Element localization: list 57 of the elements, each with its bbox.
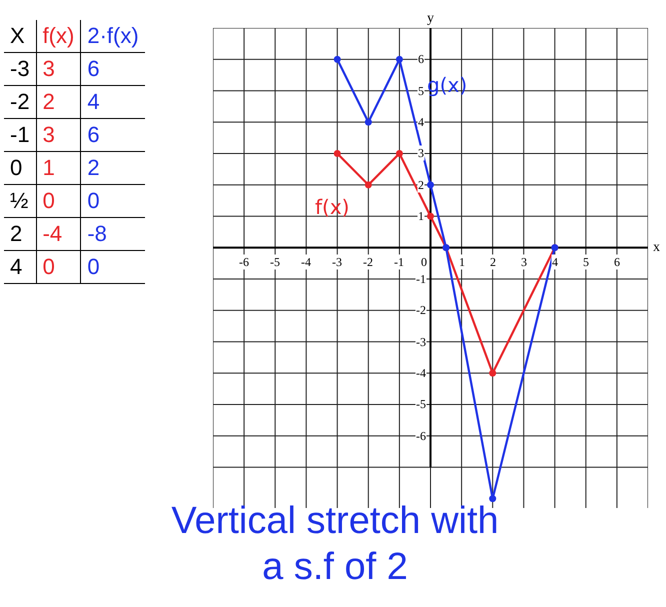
text: 3 bbox=[36, 118, 81, 152]
y-tick-label: -1 bbox=[416, 272, 426, 286]
x-tick-label: 0 bbox=[421, 255, 427, 269]
y-tick-label: 6 bbox=[418, 52, 424, 66]
point bbox=[489, 495, 496, 502]
point bbox=[334, 56, 341, 63]
x-tick-label: -4 bbox=[301, 255, 311, 269]
x-axis-title: x bbox=[653, 240, 660, 255]
y-tick-label: -6 bbox=[416, 429, 426, 443]
point bbox=[427, 181, 434, 188]
y-tick-label: -2 bbox=[416, 303, 426, 317]
y-tick-label: 3 bbox=[418, 146, 424, 160]
y-tick-label: 1 bbox=[418, 209, 424, 223]
x-tick-label: -1 bbox=[394, 255, 404, 269]
x-tick-label: -2 bbox=[363, 255, 373, 269]
text: ½ bbox=[4, 184, 36, 218]
text: 1 bbox=[36, 152, 81, 184]
point bbox=[364, 181, 372, 188]
text: 2 bbox=[36, 86, 81, 118]
y-tick-label: 4 bbox=[418, 115, 424, 129]
text: 2·f(x) bbox=[80, 20, 145, 52]
text: 0 bbox=[4, 152, 36, 184]
x-tick-label: 1 bbox=[459, 255, 465, 269]
text: 6 bbox=[80, 52, 145, 86]
x-tick-label: -5 bbox=[270, 255, 280, 269]
text: -1 bbox=[4, 118, 36, 152]
x-tick-label: 4 bbox=[552, 255, 558, 269]
y-tick-label: 2 bbox=[418, 178, 424, 192]
text: 0 bbox=[36, 184, 81, 218]
y-tick-label: -3 bbox=[416, 335, 426, 349]
text: -2 bbox=[4, 86, 36, 118]
text: 6 bbox=[80, 118, 145, 152]
text: -8 bbox=[80, 218, 145, 250]
text: 2 bbox=[80, 152, 145, 184]
x-tick-label: 5 bbox=[583, 255, 589, 269]
point bbox=[396, 56, 403, 63]
annotation: Vertical stretch with a s.f of 2 bbox=[170, 499, 500, 590]
text: 3 bbox=[36, 52, 81, 86]
point bbox=[396, 150, 403, 157]
y-axis-title: y bbox=[427, 11, 434, 26]
text: f(x) bbox=[36, 20, 81, 52]
x-tick-label: 3 bbox=[521, 255, 527, 269]
y-tick-label: -5 bbox=[416, 397, 426, 411]
point bbox=[489, 370, 496, 377]
point bbox=[334, 150, 341, 157]
point bbox=[364, 118, 372, 126]
y-tick-label: -4 bbox=[416, 366, 426, 380]
text: X bbox=[4, 20, 36, 52]
x-tick-label: -6 bbox=[239, 255, 249, 269]
text: 4 bbox=[80, 86, 145, 118]
x-tick-label: 2 bbox=[490, 255, 496, 269]
x-tick-label: 6 bbox=[614, 255, 620, 269]
y-tick-label: 5 bbox=[418, 84, 424, 98]
text: 0 bbox=[80, 184, 145, 218]
point bbox=[427, 212, 434, 220]
x-tick-label: -3 bbox=[332, 255, 342, 269]
text: -3 bbox=[4, 52, 36, 86]
